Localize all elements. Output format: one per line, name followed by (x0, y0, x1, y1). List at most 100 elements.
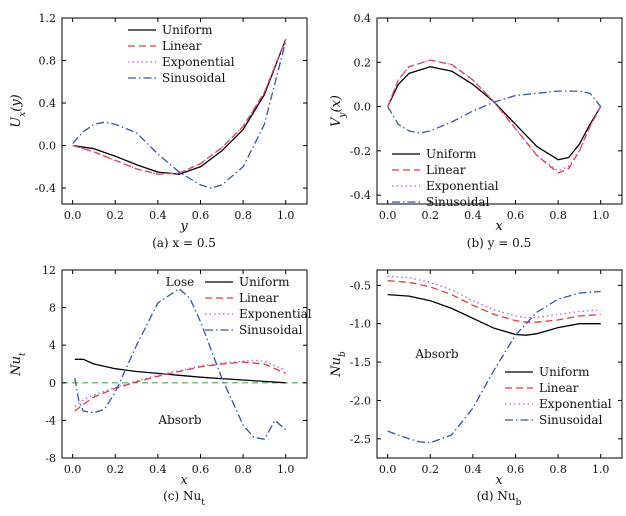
legend: Uniform Linear Exponential Sinusoidal (205, 275, 312, 337)
chart-panel-1: 0.0 0.2 0.4 0.6 0.8 1.0 -0.4 0.0 0.4 0.8 1.2 Unifor… (9, 12, 308, 250)
x-tick-label: 0.0 (379, 209, 397, 222)
series-line-linear (74, 361, 286, 412)
y-axis-label: Nub (329, 351, 348, 378)
legend-label-linear: Linear (539, 381, 579, 395)
y-tick-label: -8 (45, 452, 56, 465)
legend-label-uniform: Uniform (539, 365, 590, 379)
plot-frame (61, 269, 308, 459)
series-line-sinusoidal (74, 288, 287, 440)
annotation-lose: Lose (166, 275, 194, 289)
legend-label-exponential: Exponential (426, 179, 499, 193)
chart-panel-2: 0.0 0.2 0.4 0.6 0.8 1.0-0.4-0.20.00.20.4Unifo… (329, 12, 623, 250)
series-line-linear (387, 59, 602, 174)
plot-frame (376, 269, 623, 459)
x-tick-label: 0.8 (549, 463, 567, 476)
panel-caption: (c) Nut (163, 489, 205, 508)
y-tick-label: 12 (42, 264, 56, 277)
series-line-uniform (387, 66, 602, 161)
legend-label-uniform: Uniform (426, 147, 477, 161)
x-tick-label: 0.2 (107, 463, 125, 476)
series-line-sinusoidal (387, 90, 602, 134)
x-tick-label: 0.2 (107, 209, 125, 222)
series-line-linear (72, 39, 287, 175)
y-tick-label: 0 (49, 377, 56, 390)
y-tick-label: 0.2 (354, 56, 372, 69)
panel-caption: (a) x = 0.5 (152, 236, 216, 250)
legend-label-linear: Linear (162, 39, 202, 53)
y-tick-label: 1.2 (39, 12, 57, 25)
plot-frame (61, 17, 308, 205)
x-tick-label: 1.0 (592, 463, 610, 476)
legend-label-sinusoidal: Sinusoidal (539, 413, 603, 427)
x-tick-label: 1.0 (277, 209, 295, 222)
x-tick-label: 0.8 (234, 209, 252, 222)
y-axis-label: Vy(x) (329, 95, 348, 127)
x-tick-label: 0.4 (149, 463, 167, 476)
x-tick-label: 0.8 (234, 463, 252, 476)
legend-label-uniform: Uniform (239, 275, 290, 289)
y-tick-label: -1.0 (350, 318, 371, 331)
y-tick-label: 0.0 (39, 140, 57, 153)
legend-label-linear: Linear (239, 291, 279, 305)
x-tick-label: 1.0 (277, 463, 295, 476)
x-tick-label: 0.6 (192, 463, 210, 476)
legend-label-exponential: Exponential (539, 397, 612, 411)
x-tick-label: 0.8 (549, 209, 567, 222)
panel-caption: (b) y = 0.5 (467, 236, 531, 250)
plot-frame (376, 17, 623, 205)
y-tick-label: -0.2 (350, 145, 371, 158)
y-tick-label: 8 (49, 302, 56, 315)
x-tick-label: 0.6 (192, 209, 210, 222)
legend-label-sinusoidal: Sinusoidal (426, 195, 490, 209)
series-line-sinusoidal (387, 290, 601, 444)
x-tick-label: 0.0 (64, 209, 82, 222)
y-tick-label: 0.0 (354, 101, 372, 114)
y-tick-label: -0.5 (350, 279, 371, 292)
annotation-absorb: Absorb (414, 347, 458, 361)
y-tick-label: 0.8 (39, 55, 57, 68)
x-tick-label: 0.6 (507, 209, 525, 222)
x-axis-label: x (495, 219, 503, 234)
x-tick-label: 0.2 (422, 209, 440, 222)
legend: Uniform Linear Exponential Sinusoidal (505, 365, 612, 427)
y-axis-label: Nut (9, 352, 28, 377)
series-line-sinusoidal (72, 41, 287, 189)
x-axis-label: x (180, 473, 188, 488)
y-tick-label: -2.0 (350, 394, 371, 407)
series-line-exponential (74, 359, 286, 407)
series-line-linear (387, 280, 601, 323)
legend-label-linear: Linear (426, 163, 466, 177)
legend: Uniform Linear Exponential Sinusoidal (128, 23, 235, 85)
y-tick-label: -0.4 (35, 182, 56, 195)
y-axis-label: Ux(y) (9, 94, 28, 128)
x-tick-label: 0.2 (422, 463, 440, 476)
y-tick-label: 0.4 (354, 12, 372, 25)
y-tick-label: 4 (49, 339, 56, 352)
legend-label-uniform: Uniform (162, 23, 213, 37)
y-tick-label: -4 (45, 414, 56, 427)
legend-label-sinusoidal: Sinusoidal (239, 323, 303, 337)
annotation-absorb: Absorb (157, 413, 201, 427)
legend-label-exponential: Exponential (162, 55, 235, 69)
y-tick-label: -2.5 (350, 433, 371, 446)
series-line-uniform (72, 39, 287, 175)
chart-panel-4: 0.0 0.2 0.4 0.6 0.8 1.0 -2.5 -2.0 -1.5 -1.0 -0.5 Un… (329, 269, 623, 508)
legend: Uniform Linear Exponential Sinusoidal (392, 147, 499, 209)
y-tick-label: 0.4 (39, 97, 57, 110)
series-line-exponential (387, 275, 601, 319)
x-tick-label: 1.0 (592, 209, 610, 222)
x-tick-label: 0.4 (464, 463, 482, 476)
panel-caption: (d) Nub (477, 489, 522, 508)
x-tick-label: 0.4 (149, 209, 167, 222)
legend-label-exponential: Exponential (239, 307, 312, 321)
x-tick-label: 0.6 (507, 463, 525, 476)
legend-label-sinusoidal: Sinusoidal (162, 71, 226, 85)
y-tick-label: -0.4 (350, 189, 371, 202)
x-axis-label: x (495, 473, 503, 488)
x-tick-label: 0.0 (64, 463, 82, 476)
x-tick-label: 0.0 (379, 463, 397, 476)
y-tick-label: -1.5 (350, 356, 371, 369)
chart-panel-3: 0.0 0.2 0.4 0.6 0.8 1.0 -8 -4 0 4 8 12 Uniform Linear… (9, 264, 312, 508)
x-tick-label: 0.4 (464, 209, 482, 222)
